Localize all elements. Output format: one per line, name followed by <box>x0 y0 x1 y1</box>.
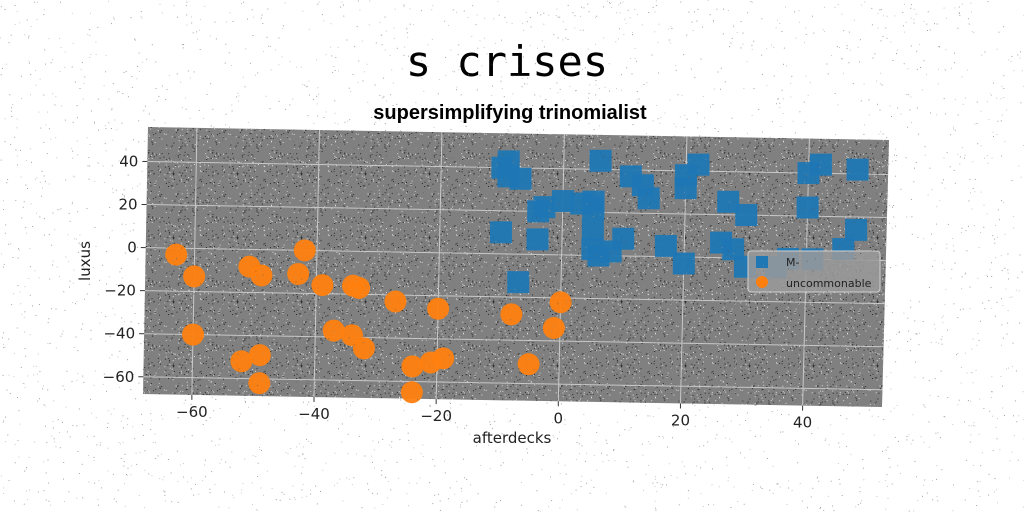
x-axis-ticks: −60 −40 −20 0 20 40 <box>176 394 812 432</box>
data-point <box>587 244 610 267</box>
data-point <box>796 196 819 219</box>
x-tick-label: −60 <box>176 403 208 421</box>
data-point <box>287 262 310 285</box>
y-axis-label: luxus <box>76 241 94 281</box>
legend: M- uncommonable <box>747 250 881 293</box>
data-point <box>687 153 710 176</box>
data-point <box>400 381 423 404</box>
data-point <box>717 190 740 213</box>
x-tick-label: 40 <box>793 414 812 432</box>
x-tick-label: −40 <box>298 405 330 423</box>
y-tick-label: −40 <box>103 325 135 343</box>
chart-suptitle: s crises <box>406 37 608 86</box>
data-point <box>735 204 758 227</box>
data-point <box>809 153 832 176</box>
data-point <box>509 167 532 190</box>
data-point <box>581 218 604 241</box>
x-gridline <box>557 134 565 402</box>
data-point <box>250 264 273 287</box>
data-point <box>710 231 733 254</box>
legend-box <box>747 250 881 293</box>
legend-swatch-m <box>756 256 768 268</box>
chart-title: supersimplifying trinomialist <box>373 102 647 124</box>
data-point <box>427 297 450 320</box>
data-point <box>507 271 530 294</box>
data-point <box>582 190 605 213</box>
data-point <box>182 323 205 346</box>
y-tick-label: 40 <box>119 152 138 170</box>
legend-label-m: M- <box>786 256 799 269</box>
data-point <box>293 239 316 262</box>
x-axis-label: afterdecks <box>473 429 552 447</box>
y-gridline <box>144 333 884 348</box>
data-point <box>497 150 520 173</box>
legend-label-uncommonable: uncommonable <box>786 277 872 290</box>
x-tick-label: 0 <box>554 409 564 427</box>
data-point <box>846 158 869 181</box>
y-axis-ticks: −60 −40 −20 0 20 40 <box>103 152 148 386</box>
plot-area <box>143 127 889 407</box>
y-tick-label: 0 <box>127 239 137 257</box>
data-point <box>165 243 188 266</box>
data-point <box>526 228 549 251</box>
data-point <box>352 337 375 360</box>
data-point <box>401 355 424 378</box>
data-point <box>248 344 271 367</box>
data-point <box>845 218 868 241</box>
data-point <box>551 190 574 213</box>
y-tick-label: 20 <box>118 196 137 214</box>
y-gridline <box>144 290 885 305</box>
x-gridline <box>191 127 198 395</box>
data-point <box>500 303 523 326</box>
data-point <box>183 265 206 288</box>
data-point <box>672 252 695 275</box>
data-point <box>549 291 572 314</box>
y-tick-label: −20 <box>104 282 136 300</box>
data-point <box>654 234 677 257</box>
data-point <box>674 177 697 200</box>
data-point <box>348 276 371 299</box>
data-point <box>542 316 565 339</box>
x-tick-label: 20 <box>671 411 690 429</box>
series-layer <box>165 149 869 404</box>
x-tick-label: −20 <box>420 407 452 425</box>
data-point <box>384 290 407 313</box>
legend-swatch-uncommonable <box>756 276 768 288</box>
y-tick-label: −60 <box>103 368 135 386</box>
data-point <box>589 149 612 172</box>
y-gridline <box>146 204 887 219</box>
data-point <box>311 274 334 297</box>
data-point <box>322 319 345 342</box>
data-point <box>517 353 540 376</box>
data-point <box>432 347 455 370</box>
data-point <box>489 221 512 244</box>
data-point <box>527 200 550 223</box>
data-point <box>248 372 271 395</box>
x-gridline <box>313 129 320 398</box>
data-point <box>230 350 253 373</box>
data-point <box>637 187 660 210</box>
